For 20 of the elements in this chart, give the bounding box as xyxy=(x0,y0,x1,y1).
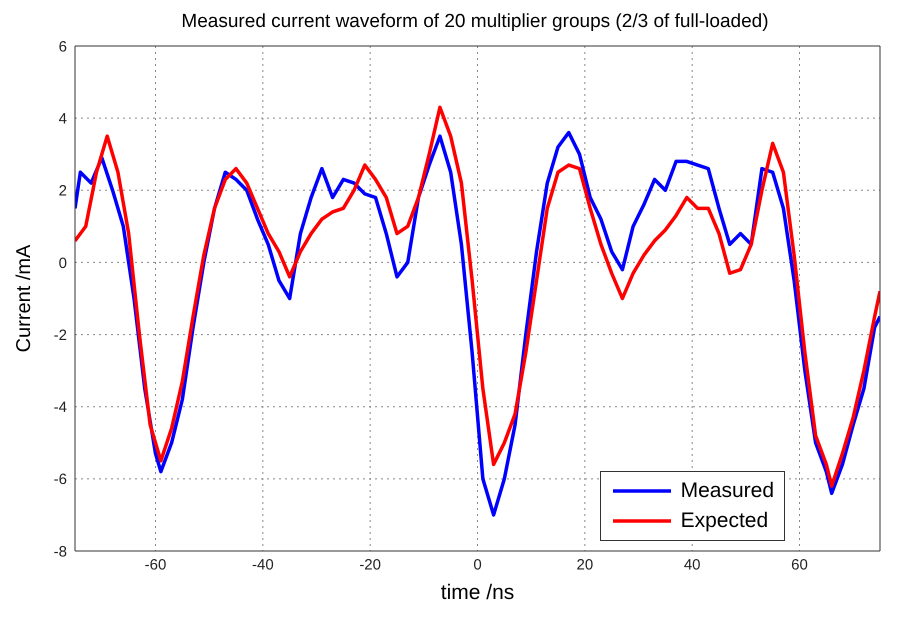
x-tick-label: -40 xyxy=(252,556,274,574)
y-tick-label: 0 xyxy=(58,254,67,272)
legend-label: Expected xyxy=(680,509,768,533)
y-tick-label: 4 xyxy=(58,110,67,128)
x-tick-label: -20 xyxy=(359,556,382,574)
y-tick-label: -6 xyxy=(54,471,67,488)
legend-label: Measured xyxy=(680,479,774,503)
x-tick-label: 20 xyxy=(576,556,594,574)
y-axis-title: Current /mA xyxy=(13,244,36,352)
x-tick-label: 60 xyxy=(791,556,808,574)
y-tick-label: -4 xyxy=(54,399,67,416)
y-tick-label: -8 xyxy=(54,543,67,560)
x-tick-label: -60 xyxy=(144,556,166,574)
x-tick-label: 0 xyxy=(473,556,482,574)
chart-title: Measured current waveform of 20 multiplier groups (2/3 of full-loaded) xyxy=(180,10,770,34)
y-tick-label: 6 xyxy=(58,38,67,56)
y-tick-label: 2 xyxy=(58,182,67,200)
x-axis-title: time /ns xyxy=(440,581,514,604)
x-tick-label: 40 xyxy=(684,556,701,574)
y-tick-label: -2 xyxy=(54,326,67,344)
